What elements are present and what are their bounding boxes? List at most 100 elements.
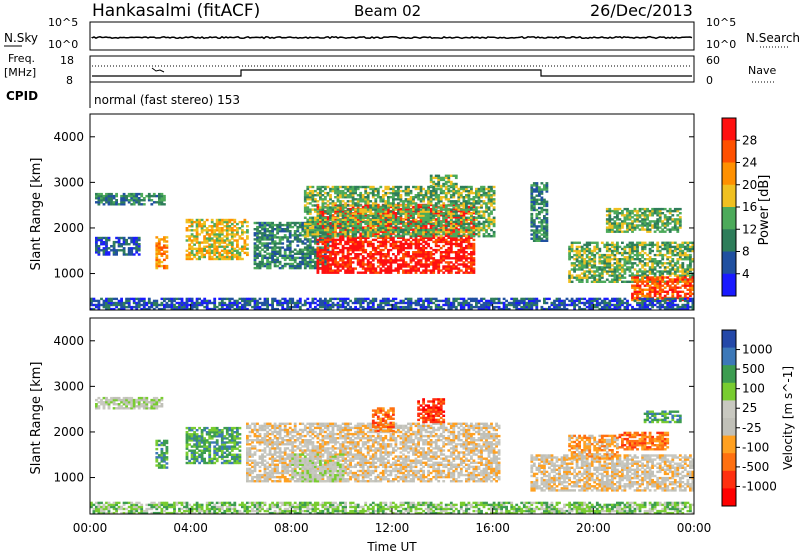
heatmap-cell — [661, 262, 665, 265]
heatmap-cell — [678, 280, 682, 283]
heatmap-cell — [271, 250, 274, 253]
heatmap-cell — [258, 230, 262, 233]
heatmap-cell — [195, 249, 199, 252]
heatmap-cell — [462, 271, 466, 274]
heatmap-cell — [648, 280, 652, 283]
heatmap-cell — [387, 267, 390, 270]
heatmap-cell — [364, 251, 368, 254]
heatmap-cell — [618, 264, 622, 267]
heatmap-cell — [316, 248, 320, 252]
heatmap-cell — [314, 264, 317, 268]
freq-panel-frame — [89, 55, 695, 83]
heatmap-cell — [414, 271, 418, 274]
heatmap-cell — [434, 226, 438, 230]
heatmap-cell — [122, 199, 126, 202]
heatmap-cell — [336, 253, 340, 256]
heatmap-cell — [218, 222, 222, 226]
heatmap-cell — [384, 202, 388, 205]
heatmap-cell — [598, 268, 602, 271]
heatmap-cell — [389, 242, 393, 246]
heatmap-cell — [394, 244, 398, 248]
heatmap-cell — [427, 269, 430, 272]
heatmap-cell — [442, 184, 446, 188]
heatmap-cell — [359, 271, 363, 274]
heatmap-cell — [324, 196, 327, 199]
heatmap-cell — [545, 233, 549, 236]
heatmap-cell — [434, 205, 438, 209]
heatmap-cell — [653, 266, 657, 269]
heatmap-cell — [444, 174, 448, 177]
heatmap-cell — [316, 246, 320, 250]
heatmap-cell — [656, 253, 660, 257]
heatmap-cell — [419, 205, 423, 209]
heatmap-cell — [324, 265, 327, 268]
heatmap-cell — [105, 238, 108, 242]
heatmap-cell — [331, 208, 335, 211]
heatmap-cell — [188, 229, 191, 232]
heatmap-cell — [140, 192, 144, 196]
heatmap-cell — [608, 214, 612, 217]
heatmap-cell — [462, 196, 466, 199]
heatmap-cell — [236, 239, 239, 242]
heatmap-cell — [414, 240, 418, 244]
heatmap-cell — [444, 218, 448, 221]
heatmap-cell — [198, 225, 201, 228]
heatmap-cell — [646, 264, 649, 267]
heatmap-cell — [442, 228, 446, 232]
heatmap-cell — [379, 248, 383, 252]
heatmap-cell — [193, 255, 196, 259]
heatmap-cell — [361, 208, 365, 211]
heatmap-cell — [643, 247, 647, 251]
heatmap-cell — [447, 198, 451, 201]
heatmap-cell — [301, 234, 305, 237]
heatmap-cell — [223, 249, 227, 252]
heatmap-cell — [281, 230, 285, 233]
heatmap-cell — [366, 242, 370, 246]
beam-title: Beam 02 — [354, 2, 421, 20]
heatmap-cell — [359, 265, 363, 268]
heatmap-cell — [442, 214, 446, 217]
heatmap-cell — [291, 264, 295, 268]
heatmap-cell — [384, 210, 388, 213]
heatmap-cell — [419, 230, 423, 234]
heatmap-cell — [341, 263, 345, 266]
heatmap-cell — [407, 251, 410, 254]
heatmap-cell — [616, 226, 619, 229]
heatmap-cell — [354, 214, 357, 217]
heatmap-cell — [158, 199, 161, 202]
heatmap-cell — [137, 192, 141, 196]
heatmap-cell — [271, 242, 274, 245]
heatmap-cell — [344, 233, 347, 236]
heatmap-cell — [308, 208, 312, 211]
heatmap-cell — [326, 267, 330, 270]
heatmap-cell — [329, 267, 332, 270]
heatmap-cell — [475, 233, 478, 236]
heatmap-cell — [263, 221, 267, 225]
heatmap-cell — [220, 241, 224, 244]
heatmap-cell — [359, 222, 363, 226]
heatmap-cell — [432, 267, 436, 270]
heatmap-cell — [427, 263, 430, 266]
heatmap-cell — [613, 243, 617, 247]
heatmap-cell — [190, 257, 194, 261]
heatmap-cell — [427, 216, 430, 219]
heatmap-cell — [374, 208, 378, 211]
heatmap-cell — [278, 250, 282, 253]
heatmap-cell — [402, 248, 405, 252]
heatmap-cell — [220, 257, 224, 261]
heatmap-cell — [374, 257, 378, 260]
heatmap-cell — [580, 262, 584, 265]
heatmap-cell — [409, 255, 413, 258]
heatmap-cell — [568, 251, 571, 255]
heatmap-cell — [122, 253, 126, 256]
heatmap-cell — [472, 232, 476, 235]
heatmap-cell — [165, 246, 169, 249]
heatmap-cell — [238, 227, 242, 230]
heatmap-cell — [334, 196, 337, 199]
heatmap-cell — [631, 258, 634, 261]
heatmap-cell — [397, 265, 400, 268]
heatmap-cell — [351, 212, 355, 215]
heatmap-cell — [470, 236, 473, 239]
heatmap-cell — [608, 230, 612, 233]
heatmap-cell — [585, 256, 589, 259]
